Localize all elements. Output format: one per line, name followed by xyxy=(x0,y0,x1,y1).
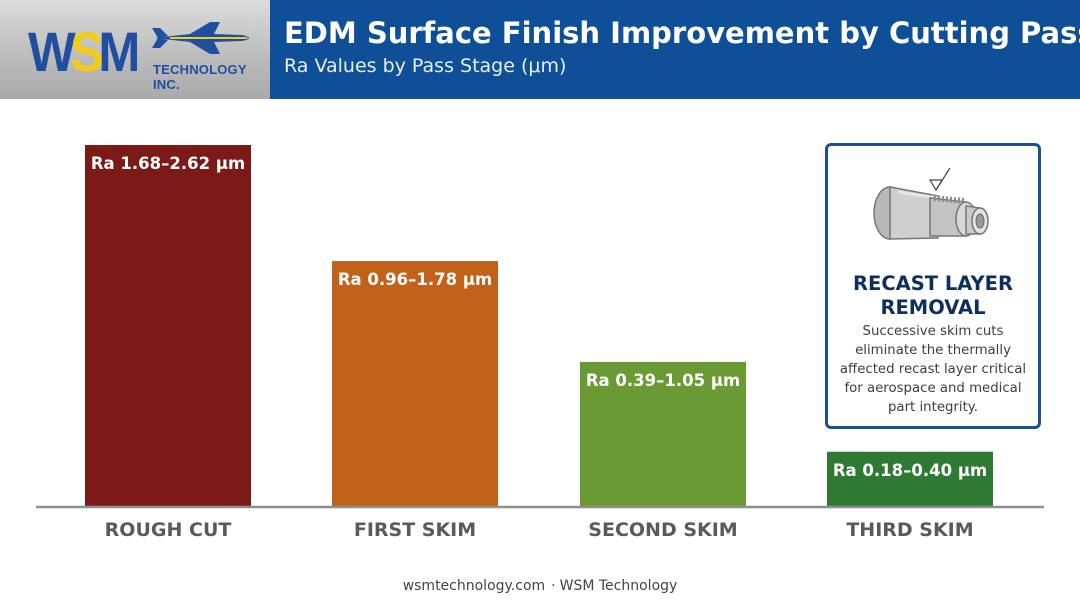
footer-website: wsmtechnology.com xyxy=(402,578,546,594)
fighter-jet-icon xyxy=(152,22,249,54)
bar-rough-cut xyxy=(85,145,251,507)
x-tick-label: THIRD SKIM xyxy=(846,519,974,541)
title-panel: EDM Surface Finish Improvement by Cuttin… xyxy=(270,0,1080,99)
machined-part-icon xyxy=(873,168,989,240)
bar-data-label: Ra 1.68–2.62 μm xyxy=(90,154,246,173)
bar-data-label: Ra 0.39–1.05 μm xyxy=(585,370,741,390)
chart-title: EDM Surface Finish Improvement by Cuttin… xyxy=(284,16,1080,50)
company-logo-subtext: TECHNOLOGY INC. xyxy=(153,62,247,92)
bar-third-skim xyxy=(827,451,993,507)
logo-panel: WSM TECHNOLOGY INC. xyxy=(0,0,270,99)
bar-second-skim xyxy=(580,361,746,507)
x-tick-label: ROUGH CUT xyxy=(104,519,232,541)
recast-layer-callout: RECAST LAYER REMOVAL Successive skim cut… xyxy=(825,143,1041,429)
footer-company: WSM Technology xyxy=(559,578,678,594)
header: WSM TECHNOLOGY INC. EDM Surface Finish I… xyxy=(0,0,1080,99)
company-logo: WSM xyxy=(28,20,140,83)
x-tick-label: FIRST SKIM xyxy=(353,519,477,541)
bar-data-label: Ra 0.96–1.78 μm xyxy=(337,270,493,290)
bar-data-label: Ra 0.18–0.40 μm xyxy=(832,460,988,480)
x-tick-label: SECOND SKIM xyxy=(588,519,738,541)
footer-separator: · xyxy=(551,578,556,594)
callout-title: RECAST LAYER REMOVAL xyxy=(853,272,1013,319)
bar-first-skim xyxy=(332,261,498,507)
chart-subtitle: Ra Values by Pass Stage (μm) xyxy=(284,55,567,77)
callout-body: Successive skim cuts eliminate the therm… xyxy=(839,324,1027,415)
footer: wsmtechnology.com · WSM Technology xyxy=(0,578,1080,594)
